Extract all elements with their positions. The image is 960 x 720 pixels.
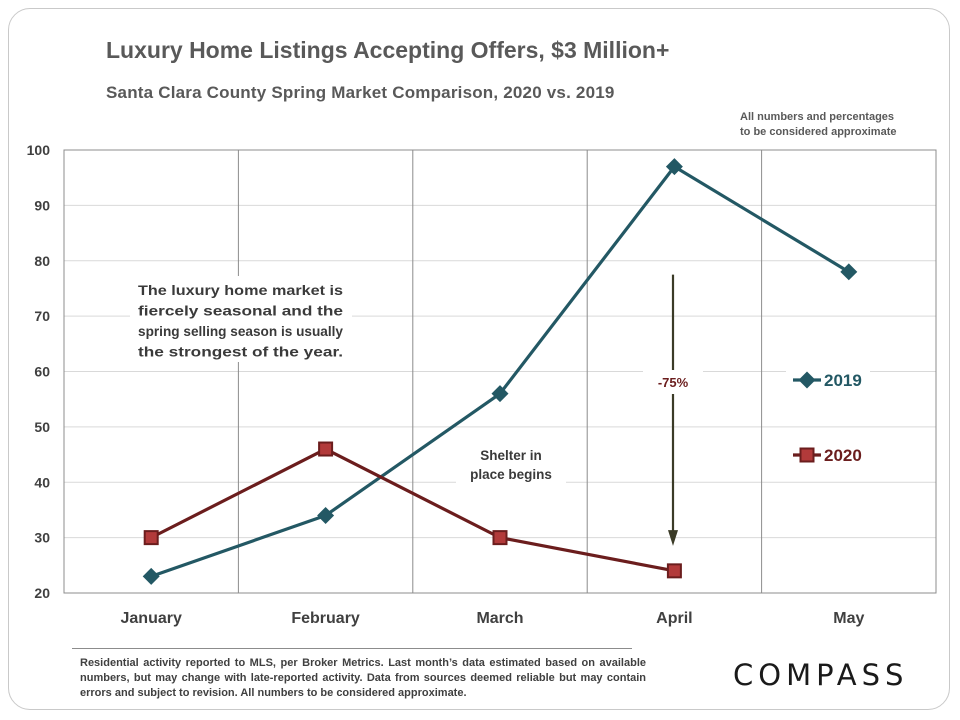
y-tick-label: 90	[34, 197, 50, 213]
y-tick-label: 50	[34, 419, 50, 435]
shelter-annotation: Shelter in	[480, 448, 542, 463]
series-line-2020	[150, 447, 675, 573]
y-tick-label: 100	[27, 142, 51, 158]
footer-disclaimer: Residential activity reported to MLS, pe…	[80, 657, 646, 699]
seasonal-annotation: the strongest of the year.	[138, 345, 343, 360]
note-line: to be considered approximate	[740, 126, 897, 138]
y-tick-label: 60	[34, 364, 50, 380]
legend-label-2020: 2020	[824, 446, 862, 465]
y-tick-label: 30	[34, 530, 50, 546]
data-point-2020	[666, 563, 682, 579]
seasonal-annotation: spring selling season is usually	[138, 324, 343, 339]
annotation-bg	[130, 276, 352, 362]
seasonal-annotation: fiercely seasonal and the	[138, 304, 344, 319]
data-point-2019	[840, 263, 858, 281]
arrow-head	[668, 530, 678, 546]
chart-title: Luxury Home Listings Accepting Offers, $…	[106, 37, 670, 63]
shelter-annotation: place begins	[470, 467, 552, 482]
x-tick-label: May	[833, 610, 864, 627]
chart-subtitle: Santa Clara County Spring Market Compari…	[106, 83, 615, 102]
legend-marker-2019	[798, 371, 816, 389]
data-point-2020	[318, 441, 334, 457]
x-tick-label: February	[291, 610, 360, 627]
y-tick-label: 80	[34, 253, 50, 269]
data-point-2020	[143, 530, 159, 546]
data-point-2020	[492, 530, 508, 546]
footer-divider	[72, 648, 632, 649]
data-point-2019	[665, 158, 683, 176]
data-point-2019	[491, 385, 509, 403]
legend-label-2019: 2019	[824, 371, 862, 390]
y-tick-label: 40	[34, 474, 50, 490]
plot-border	[63, 149, 937, 594]
seasonal-annotation: The luxury home market is	[138, 283, 343, 298]
approximation-note: All numbers and percentages to be consid…	[740, 110, 896, 140]
x-tick-label: April	[656, 610, 692, 627]
note-line: All numbers and percentages	[740, 111, 895, 123]
compass-logo: COMPASS	[733, 658, 909, 692]
y-tick-label: 70	[34, 308, 50, 324]
x-tick-label: March	[476, 610, 523, 627]
y-tick-label: 20	[34, 585, 50, 601]
annotation-bg	[643, 370, 703, 394]
annotation-bg	[456, 444, 566, 486]
change-label: -75%	[658, 375, 689, 390]
x-tick-label: January	[121, 610, 182, 627]
legend-marker-2020	[799, 447, 815, 463]
data-point-2019	[142, 567, 160, 585]
